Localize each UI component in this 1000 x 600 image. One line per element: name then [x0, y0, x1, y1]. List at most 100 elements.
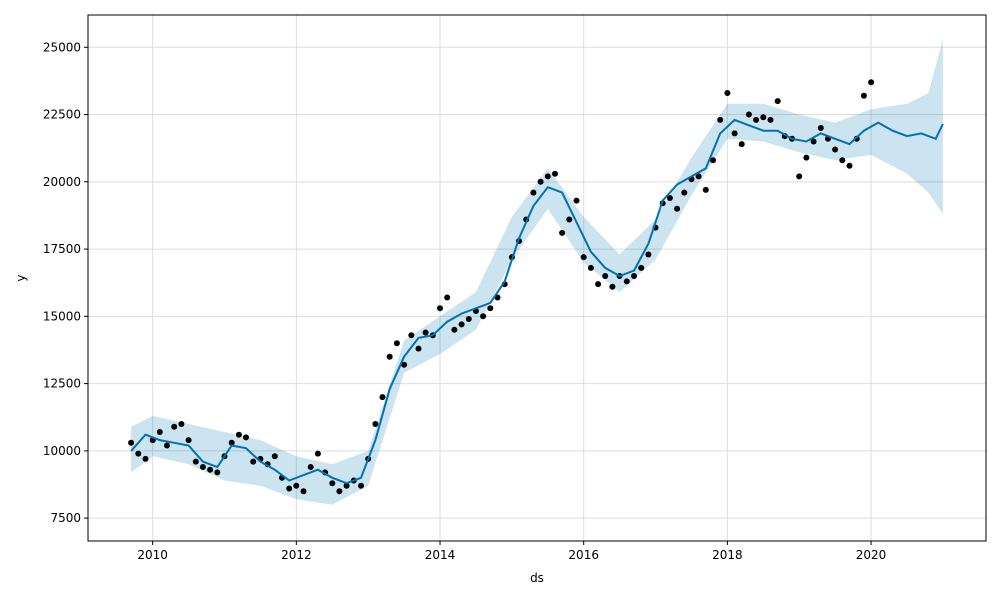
x-tick-label: 2016 — [568, 548, 599, 562]
data-point — [156, 429, 163, 435]
data-point — [422, 329, 429, 336]
data-point — [458, 321, 465, 328]
data-point — [192, 458, 199, 465]
data-point — [674, 205, 681, 212]
data-point — [623, 278, 630, 285]
y-tick-label: 12500 — [43, 377, 81, 391]
data-point — [135, 450, 142, 457]
grid-lines — [88, 15, 986, 541]
x-tick-label: 2010 — [137, 548, 168, 562]
data-point — [300, 488, 307, 495]
data-point — [810, 138, 817, 145]
y-tick-label: 22500 — [43, 108, 81, 122]
data-point — [415, 345, 422, 352]
uncertainty-band — [131, 39, 943, 505]
data-point — [602, 273, 609, 279]
data-point — [250, 458, 257, 465]
data-point — [487, 305, 494, 312]
data-point — [846, 162, 853, 169]
y-tick-label: 17500 — [43, 242, 81, 256]
data-point — [530, 189, 537, 196]
data-point — [379, 394, 386, 401]
data-point — [631, 273, 637, 279]
data-point — [164, 442, 170, 449]
data-point — [178, 421, 185, 427]
x-axis-label: ds — [530, 571, 544, 585]
data-point — [767, 116, 774, 123]
data-point — [638, 264, 645, 271]
data-point — [393, 340, 400, 347]
data-point — [480, 313, 487, 320]
data-point — [372, 421, 379, 427]
y-axis: 7500 10000 12500 15000 17500 20000 22500 25000 — [43, 40, 88, 525]
data-point — [293, 482, 300, 489]
data-point — [552, 170, 558, 177]
data-point — [286, 485, 293, 492]
data-point — [559, 229, 566, 236]
data-point — [544, 173, 551, 180]
data-point — [128, 439, 135, 446]
y-tick-label: 10000 — [43, 444, 81, 458]
data-point — [738, 141, 745, 148]
x-tick-label: 2012 — [281, 548, 312, 562]
data-point — [142, 455, 149, 462]
data-point — [336, 488, 343, 495]
data-point — [796, 173, 803, 180]
data-point — [329, 480, 336, 487]
data-point — [724, 90, 731, 96]
data-point — [595, 281, 602, 288]
data-point — [717, 116, 724, 123]
data-point — [839, 157, 846, 164]
forecast-line — [130, 118, 944, 485]
data-point — [753, 116, 760, 123]
data-point — [465, 316, 472, 322]
data-point — [228, 439, 235, 446]
data-point — [832, 146, 839, 153]
data-point — [681, 189, 688, 196]
data-point — [803, 154, 810, 161]
observed-points — [128, 79, 875, 495]
data-point — [580, 254, 587, 261]
y-tick-label: 25000 — [43, 40, 81, 54]
x-tick-label: 2018 — [712, 548, 743, 562]
data-point — [235, 431, 242, 438]
data-point — [214, 469, 221, 476]
y-tick-label: 15000 — [43, 309, 81, 323]
plot-frame — [87, 14, 987, 542]
data-point — [760, 114, 767, 121]
y-tick-label: 20000 — [43, 175, 81, 189]
data-point — [307, 464, 314, 470]
data-point — [451, 326, 458, 333]
data-point — [386, 353, 393, 360]
data-point — [573, 197, 580, 204]
x-axis: 2010 2012 2014 2016 2018 2020 — [137, 541, 886, 562]
data-point — [710, 157, 716, 164]
data-point — [860, 92, 867, 99]
y-axis-label: y — [14, 274, 28, 281]
x-tick-label: 2020 — [856, 548, 887, 562]
data-point — [645, 251, 652, 258]
data-point — [207, 466, 214, 473]
data-point — [745, 111, 752, 118]
data-point — [185, 437, 192, 444]
x-tick-label: 2014 — [425, 548, 456, 562]
data-point — [199, 464, 206, 470]
data-point — [566, 216, 573, 223]
data-point — [358, 482, 364, 489]
data-point — [243, 434, 249, 441]
data-point — [271, 453, 278, 460]
data-point — [444, 294, 451, 301]
data-point — [537, 178, 544, 185]
data-point — [817, 125, 824, 131]
data-point — [408, 332, 415, 339]
data-point — [609, 283, 616, 290]
data-point — [666, 195, 673, 201]
data-point — [437, 305, 443, 312]
data-point — [171, 423, 178, 430]
y-tick-label: 7500 — [50, 511, 81, 525]
data-point — [702, 186, 709, 193]
data-point — [868, 79, 875, 86]
data-point — [314, 450, 321, 457]
data-point — [343, 482, 350, 489]
